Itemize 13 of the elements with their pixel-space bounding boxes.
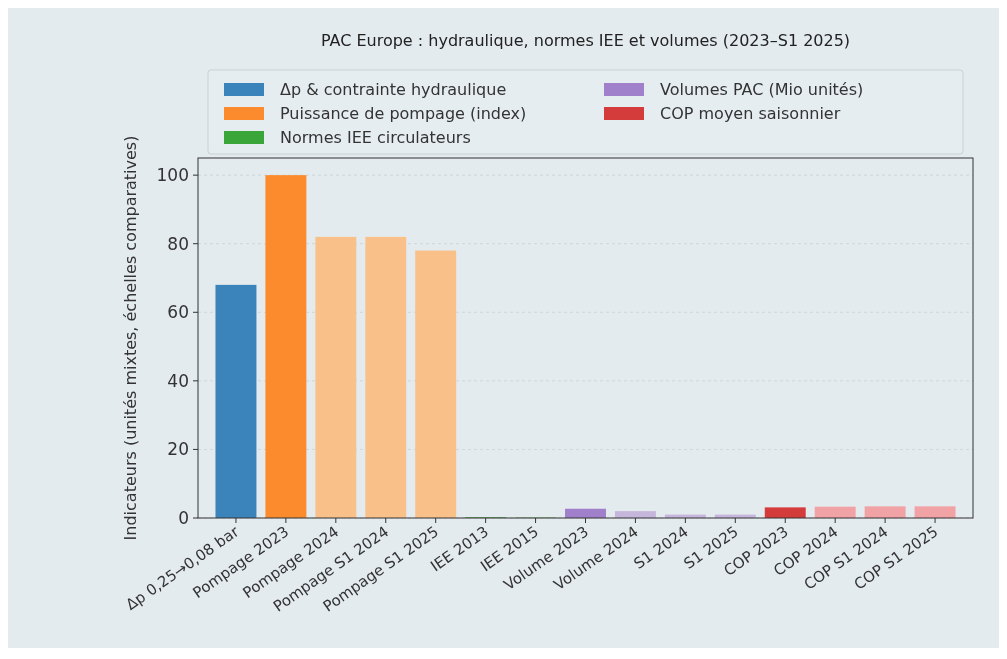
legend-label: COP moyen saisonnier bbox=[660, 104, 841, 123]
y-tick-label: 20 bbox=[167, 439, 189, 460]
chart-title: PAC Europe : hydraulique, normes IEE et volumes (2023–S1 2025) bbox=[320, 31, 851, 50]
y-tick-label: 60 bbox=[167, 302, 189, 323]
y-tick-label: 40 bbox=[167, 370, 189, 391]
y-tick-label: 0 bbox=[178, 507, 189, 528]
y-tick-label: 100 bbox=[156, 165, 189, 186]
legend-label: Puissance de pompage (index) bbox=[280, 104, 527, 123]
y-axis-title: Indicateurs (unités mixtes, échelles comparatives) bbox=[121, 135, 140, 541]
legend-label: Volumes PAC (Mio unités) bbox=[660, 80, 864, 99]
legend-label: Δp & contrainte hydraulique bbox=[280, 80, 507, 99]
legend-label: Normes IEE circulateurs bbox=[280, 128, 471, 147]
y-tick-label: 80 bbox=[167, 233, 189, 254]
